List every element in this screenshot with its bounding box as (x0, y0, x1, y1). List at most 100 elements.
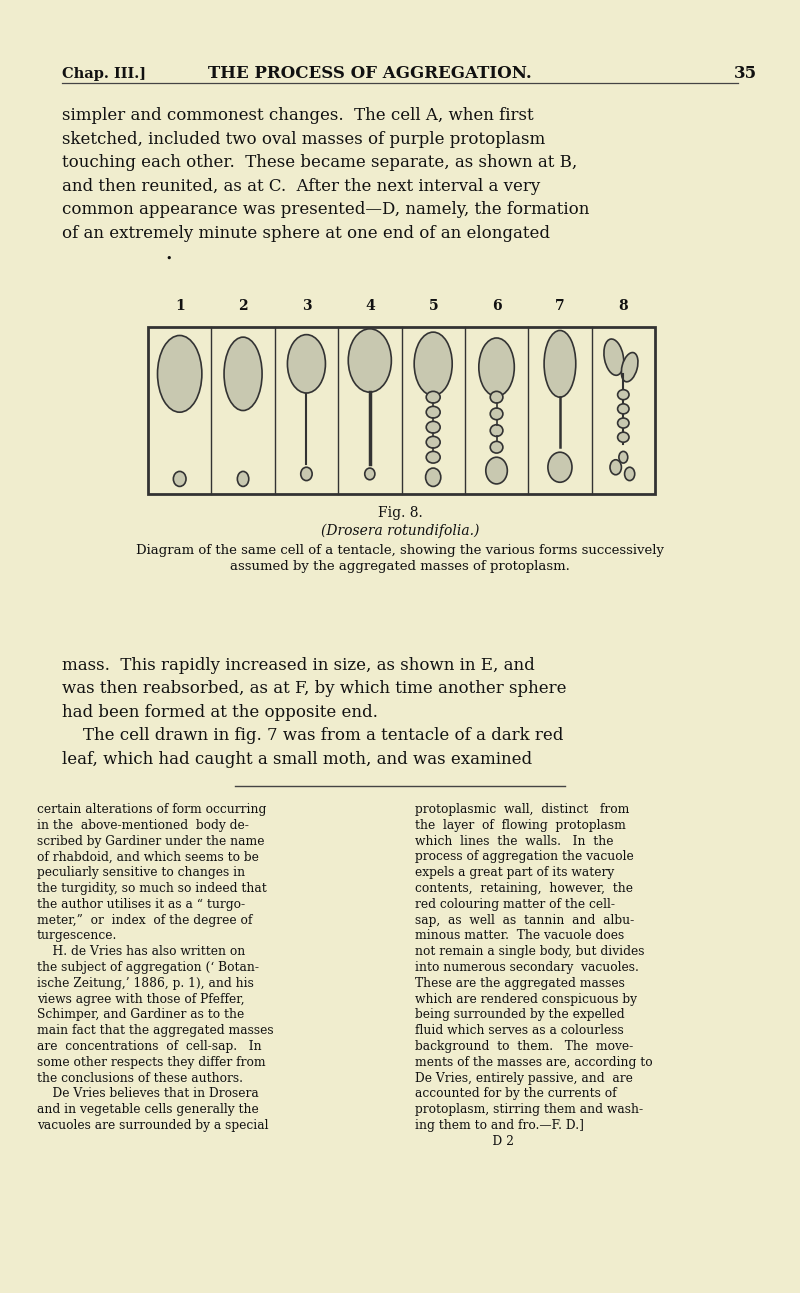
Text: 8: 8 (618, 299, 628, 313)
Text: sketched, included two oval masses of purple protoplasm: sketched, included two oval masses of pu… (62, 131, 546, 147)
Ellipse shape (426, 422, 440, 433)
Text: had been formed at the opposite end.: had been formed at the opposite end. (62, 703, 378, 720)
Text: red colouring matter of the cell-: red colouring matter of the cell- (415, 897, 615, 910)
Text: was then reabsorbed, as at F, by which time another sphere: was then reabsorbed, as at F, by which t… (62, 680, 566, 697)
Text: ische Zeitung,’ 1886, p. 1), and his: ische Zeitung,’ 1886, p. 1), and his (37, 976, 254, 989)
Bar (148, 327, 655, 494)
Text: views agree with those of Pfeffer,: views agree with those of Pfeffer, (37, 993, 245, 1006)
Ellipse shape (486, 458, 507, 484)
Text: fluid which serves as a colourless: fluid which serves as a colourless (415, 1024, 624, 1037)
Ellipse shape (426, 468, 441, 486)
Text: touching each other.  These became separate, as shown at B,: touching each other. These became separa… (62, 154, 578, 171)
Text: of rhabdoid, and which seems to be: of rhabdoid, and which seems to be (37, 851, 259, 864)
Text: the conclusions of these authors.: the conclusions of these authors. (37, 1072, 243, 1085)
Text: 7: 7 (555, 299, 565, 313)
Text: These are the aggregated masses: These are the aggregated masses (415, 976, 625, 989)
Ellipse shape (548, 453, 572, 482)
Text: 5: 5 (428, 299, 438, 313)
Text: Schimper, and Gardiner as to the: Schimper, and Gardiner as to the (37, 1009, 244, 1021)
Ellipse shape (238, 472, 249, 486)
Ellipse shape (174, 472, 186, 486)
Text: sap,  as  well  as  tannin  and  albu-: sap, as well as tannin and albu- (415, 914, 634, 927)
Ellipse shape (490, 392, 503, 403)
Ellipse shape (604, 339, 624, 375)
Ellipse shape (610, 460, 622, 475)
Text: certain alterations of form occurring: certain alterations of form occurring (37, 803, 266, 816)
Text: and in vegetable cells generally the: and in vegetable cells generally the (37, 1103, 258, 1116)
Text: H. de Vries has also written on: H. de Vries has also written on (37, 945, 246, 958)
Text: 35: 35 (734, 65, 757, 83)
Text: expels a great part of its watery: expels a great part of its watery (415, 866, 614, 879)
Text: background  to  them.   The  move-: background to them. The move- (415, 1040, 634, 1053)
Text: ments of the masses are, according to: ments of the masses are, according to (415, 1056, 653, 1069)
Text: contents,  retaining,  however,  the: contents, retaining, however, the (415, 882, 633, 895)
Text: 4: 4 (365, 299, 374, 313)
Text: peculiarly sensitive to changes in: peculiarly sensitive to changes in (37, 866, 245, 879)
Text: 3: 3 (302, 299, 311, 313)
Text: 6: 6 (492, 299, 502, 313)
Text: D 2: D 2 (415, 1135, 514, 1148)
Ellipse shape (490, 409, 503, 420)
Ellipse shape (426, 392, 440, 403)
Text: of an extremely minute sphere at one end of an elongated: of an extremely minute sphere at one end… (62, 225, 550, 242)
Text: Chap. III.]: Chap. III.] (62, 67, 146, 80)
Text: main fact that the aggregated masses: main fact that the aggregated masses (37, 1024, 274, 1037)
Text: minous matter.  The vacuole does: minous matter. The vacuole does (415, 930, 624, 943)
Text: not remain a single body, but divides: not remain a single body, but divides (415, 945, 645, 958)
Text: mass.  This rapidly increased in size, as shown in E, and: mass. This rapidly increased in size, as… (62, 657, 534, 674)
Text: which  lines  the  walls.   In  the: which lines the walls. In the (415, 834, 614, 847)
Ellipse shape (622, 353, 638, 381)
Text: Diagram of the same cell of a tentacle, showing the various forms successively: Diagram of the same cell of a tentacle, … (136, 544, 664, 557)
Text: some other respects they differ from: some other respects they differ from (37, 1056, 266, 1069)
Ellipse shape (224, 337, 262, 411)
Text: being surrounded by the expelled: being surrounded by the expelled (415, 1009, 625, 1021)
Text: Fig. 8.: Fig. 8. (378, 506, 422, 520)
Text: the  layer  of  flowing  protoplasm: the layer of flowing protoplasm (415, 818, 626, 831)
Ellipse shape (365, 468, 375, 480)
Ellipse shape (414, 332, 452, 396)
Text: De Vries believes that in Drosera: De Vries believes that in Drosera (37, 1087, 258, 1100)
Ellipse shape (490, 424, 503, 436)
Text: protoplasmic  wall,  distinct   from: protoplasmic wall, distinct from (415, 803, 630, 816)
Text: 2: 2 (238, 299, 248, 313)
Text: the turgidity, so much so indeed that: the turgidity, so much so indeed that (37, 882, 266, 895)
Ellipse shape (287, 335, 326, 393)
Text: and then reunited, as at C.  After the next interval a very: and then reunited, as at C. After the ne… (62, 178, 540, 195)
Text: turgescence.: turgescence. (37, 930, 118, 943)
Ellipse shape (618, 389, 629, 400)
Text: into numerous secondary  vacuoles.: into numerous secondary vacuoles. (415, 961, 639, 974)
Text: meter,”  or  index  of the degree of: meter,” or index of the degree of (37, 914, 252, 927)
Text: vacuoles are surrounded by a special: vacuoles are surrounded by a special (37, 1118, 269, 1131)
Ellipse shape (618, 432, 629, 442)
Ellipse shape (426, 436, 440, 449)
Text: accounted for by the currents of: accounted for by the currents of (415, 1087, 617, 1100)
Text: the subject of aggregation (‘ Botan-: the subject of aggregation (‘ Botan- (37, 961, 259, 974)
Text: protoplasm, stirring them and wash-: protoplasm, stirring them and wash- (415, 1103, 643, 1116)
Text: which are rendered conspicuous by: which are rendered conspicuous by (415, 993, 637, 1006)
Text: common appearance was presented—D, namely, the formation: common appearance was presented—D, namel… (62, 202, 590, 219)
Text: assumed by the aggregated masses of protoplasm.: assumed by the aggregated masses of prot… (230, 560, 570, 573)
Ellipse shape (625, 467, 634, 481)
Text: are  concentrations  of  cell-sap.   In: are concentrations of cell-sap. In (37, 1040, 262, 1053)
Ellipse shape (158, 335, 202, 412)
Ellipse shape (348, 328, 391, 392)
Ellipse shape (301, 467, 312, 481)
Text: simpler and commonest changes.  The cell A, when first: simpler and commonest changes. The cell … (62, 107, 534, 124)
Text: the author utilises it as a “ turgo-: the author utilises it as a “ turgo- (37, 897, 245, 910)
Text: THE PROCESS OF AGGREGATION.: THE PROCESS OF AGGREGATION. (208, 65, 532, 83)
Text: scribed by Gardiner under the name: scribed by Gardiner under the name (37, 834, 265, 847)
Ellipse shape (618, 403, 629, 414)
Text: The cell drawn in fig. 7 was from a tentacle of a dark red: The cell drawn in fig. 7 was from a tent… (62, 728, 563, 745)
Text: ing them to and fro.—F. D.]: ing them to and fro.—F. D.] (415, 1118, 584, 1131)
Ellipse shape (426, 451, 440, 463)
Text: (Drosera rotundifolia.): (Drosera rotundifolia.) (321, 524, 479, 538)
Text: process of aggregation the vacuole: process of aggregation the vacuole (415, 851, 634, 864)
Text: in the  above-mentioned  body de-: in the above-mentioned body de- (37, 818, 249, 831)
Text: 1: 1 (175, 299, 185, 313)
Ellipse shape (490, 441, 503, 453)
Ellipse shape (544, 331, 576, 397)
Text: De Vries, entirely passive, and  are: De Vries, entirely passive, and are (415, 1072, 633, 1085)
Ellipse shape (426, 406, 440, 418)
Ellipse shape (619, 451, 628, 463)
Ellipse shape (618, 418, 629, 428)
